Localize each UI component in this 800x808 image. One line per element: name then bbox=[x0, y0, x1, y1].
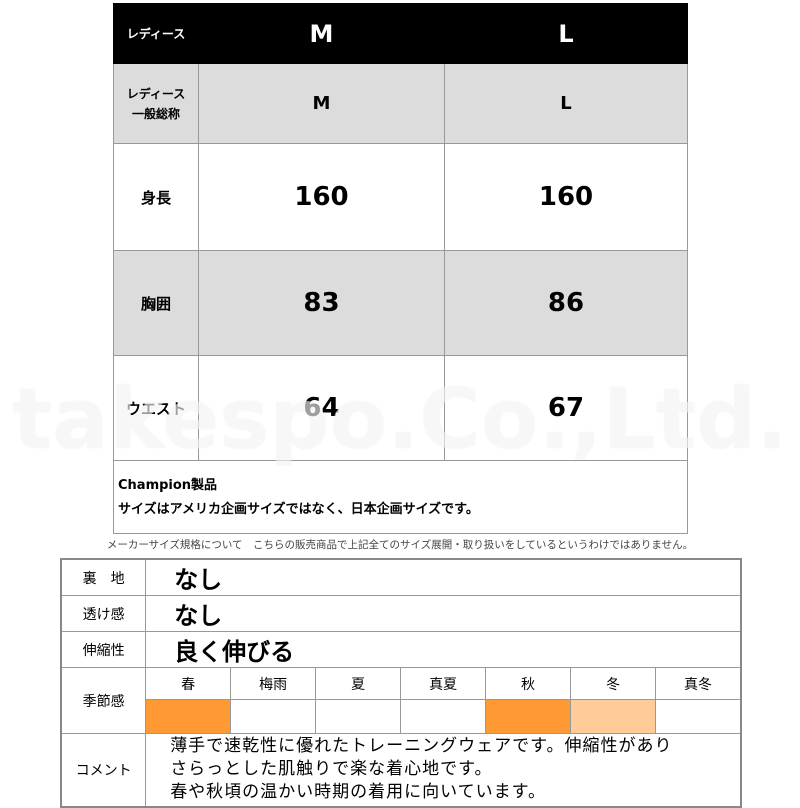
spec-label: 伸縮性 bbox=[60, 631, 147, 668]
season-level-cell bbox=[655, 699, 742, 734]
spec-value: なし bbox=[145, 558, 742, 596]
value-l: 160 bbox=[444, 143, 688, 251]
season-names-row: 季節感 春梅雨夏真夏秋冬真冬 bbox=[60, 667, 742, 734]
value-m: 160 bbox=[198, 143, 445, 251]
season-name: 春 bbox=[145, 667, 232, 700]
spec-label: 裏 地 bbox=[60, 558, 147, 596]
note-line: Champion製品 bbox=[118, 478, 218, 493]
header-label: レディース bbox=[113, 3, 199, 64]
season-levels-row bbox=[61, 699, 742, 734]
comment-line: 春や秋頃の温かい時期の着用に向いています。 bbox=[170, 782, 546, 803]
header-m: M bbox=[198, 3, 445, 64]
caption: メーカーサイズ規格について こちらの販売商品で上記全てのサイズ展開・取り扱いをし… bbox=[106, 539, 694, 551]
table-row: 身長 160 160 bbox=[113, 143, 688, 251]
row-label: 身長 bbox=[113, 143, 199, 251]
value-m: M bbox=[198, 63, 445, 144]
comment-line: 薄手で速乾性に優れたトレーニングウェアです。伸縮性があり bbox=[170, 736, 673, 757]
label-line: レディース bbox=[126, 86, 186, 101]
spec-row-lining: 裏 地 なし bbox=[60, 558, 742, 596]
spec-table: 裏 地 なし 透け感 なし 伸縮性 良く伸びる 季節感 春梅雨夏真夏秋冬真冬 コ… bbox=[60, 558, 742, 808]
season-name: 真冬 bbox=[655, 667, 742, 700]
value-l: 86 bbox=[444, 250, 688, 356]
size-note: Champion製品 サイズはアメリカ企画サイズではなく、日本企画サイズです。 bbox=[113, 460, 688, 534]
row-label: 胸囲 bbox=[113, 250, 199, 356]
value-l: L bbox=[444, 63, 688, 144]
comment-text: 薄手で速乾性に優れたトレーニングウェアです。伸縮性があり さらっとした肌触りで楽… bbox=[145, 733, 742, 807]
comment-line: さらっとした肌触りで楽な着心地です。 bbox=[170, 759, 493, 780]
size-table: レディース M L レディース一般総称 M L 身長 160 160 胸囲 83… bbox=[113, 3, 688, 461]
value-m: 64 bbox=[198, 355, 445, 461]
spec-value: なし bbox=[145, 595, 742, 632]
season-level-cell bbox=[145, 699, 232, 734]
label-line: 一般総称 bbox=[131, 106, 180, 121]
header-l: L bbox=[444, 3, 688, 64]
season-name: 梅雨 bbox=[230, 667, 317, 700]
spec-row-stretch: 伸縮性 良く伸びる bbox=[60, 631, 742, 668]
spec-label: 季節感 bbox=[60, 667, 147, 734]
season-name: 真夏 bbox=[400, 667, 487, 700]
size-header-row: レディース M L bbox=[113, 3, 688, 64]
spec-value: 良く伸びる bbox=[145, 631, 742, 668]
spec-row-comment: コメント 薄手で速乾性に優れたトレーニングウェアです。伸縮性があり さらっとした… bbox=[60, 733, 742, 807]
season-level-cell bbox=[230, 699, 317, 734]
season-level-cell bbox=[570, 699, 656, 734]
season-name: 冬 bbox=[570, 667, 656, 700]
season-name: 秋 bbox=[485, 667, 572, 700]
table-row: ウエスト 64 67 bbox=[113, 355, 688, 461]
spec-label: 透け感 bbox=[60, 595, 147, 632]
season-level-cell bbox=[315, 699, 402, 734]
spec-label: コメント bbox=[60, 733, 147, 807]
spec-row-sheerness: 透け感 なし bbox=[60, 595, 742, 632]
note-line: サイズはアメリカ企画サイズではなく、日本企画サイズです。 bbox=[118, 502, 479, 517]
season-level-cell bbox=[400, 699, 487, 734]
table-row: 胸囲 83 86 bbox=[113, 250, 688, 356]
row-label: レディース 一般総称 bbox=[113, 63, 199, 144]
season-name: 夏 bbox=[315, 667, 402, 700]
value-m: 83 bbox=[198, 250, 445, 356]
row-label: ウエスト bbox=[113, 355, 199, 461]
season-level-cell bbox=[485, 699, 572, 734]
table-row: レディース一般総称 M L bbox=[113, 63, 688, 144]
value-l: 67 bbox=[444, 355, 688, 461]
